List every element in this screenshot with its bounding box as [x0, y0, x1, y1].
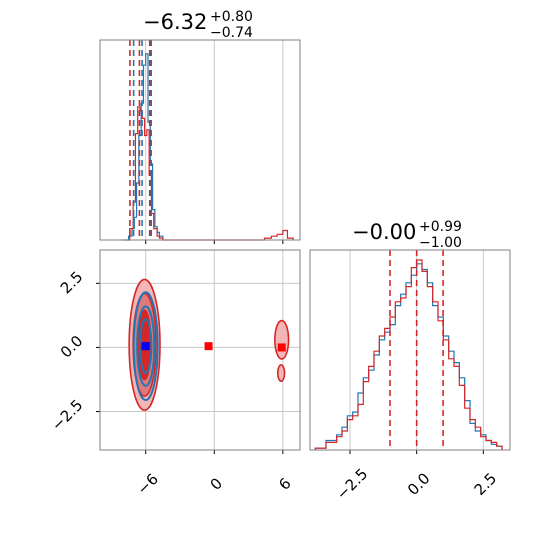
joint-frame	[99, 249, 301, 451]
param2-xtick-label: −2.5	[333, 465, 371, 503]
joint-blue-contour-outer	[132, 291, 159, 401]
joint-contour-panel: −6 0 6 −2.5 0.0 2.5	[48, 249, 301, 498]
joint-xtick-label: 6	[275, 474, 294, 493]
joint-ytick-label: 2.5	[57, 268, 87, 298]
param2-histogram-panel: −2.5 0.0 2.5	[309, 249, 511, 503]
joint-red-marker	[204, 342, 213, 351]
joint-red-contour-island	[276, 364, 286, 383]
joint-blue-contour-mid	[136, 305, 156, 387]
param1-blue-histogram	[121, 53, 164, 241]
joint-xtick-label: 0	[207, 474, 226, 493]
param2-xtick-label: 2.5	[471, 469, 501, 499]
param1-histogram-panel	[99, 39, 301, 244]
param2-title: −0.00 +0.99 −1.00	[352, 216, 467, 251]
joint-blue-contour-inner	[139, 318, 153, 375]
joint-blue-marker	[141, 342, 150, 351]
param1-title: −6.32 +0.80 −0.74	[143, 6, 258, 41]
joint-ytick-label: −2.5	[48, 396, 86, 434]
param2-frame	[309, 249, 511, 451]
joint-xtick-label: −6	[134, 470, 162, 498]
joint-red-contour-island	[274, 319, 290, 360]
param2-xtick-label: 0.0	[404, 469, 434, 499]
param2-red-histogram	[314, 259, 503, 450]
joint-ytick-label: 0.0	[57, 332, 87, 362]
param2-background	[310, 250, 510, 450]
param1-frame	[99, 39, 301, 241]
joint-red-marker	[277, 343, 286, 352]
